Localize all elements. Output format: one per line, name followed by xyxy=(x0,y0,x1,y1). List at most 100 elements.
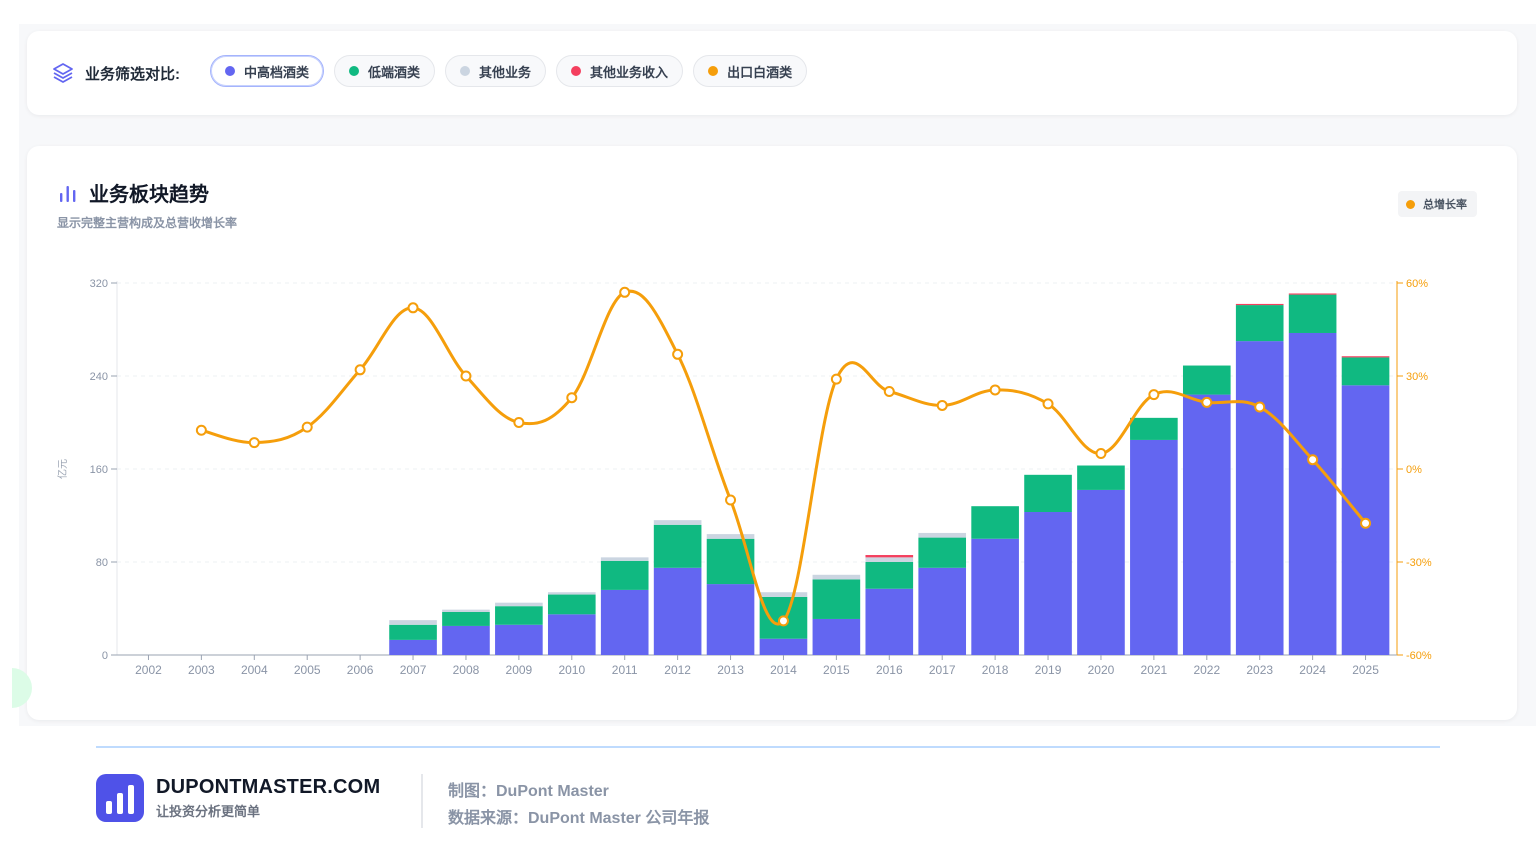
bar-segment xyxy=(442,609,490,612)
x-tick-label: 2021 xyxy=(1141,663,1168,677)
growth-rate-point xyxy=(301,421,313,433)
bar-segment xyxy=(1288,294,1337,333)
x-tick-label: 2019 xyxy=(1035,663,1062,677)
y2-tick-label: -30% xyxy=(1406,557,1432,569)
brand-block: DUPONTMASTER.COM 让投资分析更简单 xyxy=(156,776,380,820)
bar-segment xyxy=(442,611,490,626)
growth-rate-point xyxy=(248,437,260,449)
filter-chip-0[interactable]: 中高档酒类 xyxy=(210,55,325,87)
bar-segment xyxy=(865,562,914,589)
bar-segment xyxy=(547,614,596,655)
filter-chips: 中高档酒类 低端酒类 其他业务 其他业务收入 出口白酒类 xyxy=(210,55,808,87)
x-tick-label: 2009 xyxy=(506,663,533,677)
bar-segment xyxy=(1235,341,1284,655)
filter-chip-1[interactable]: 低端酒类 xyxy=(334,55,436,87)
growth-rate-point xyxy=(1095,448,1107,459)
growth-rate-point xyxy=(883,386,895,397)
bar-segment xyxy=(812,579,861,619)
growth-rate-point xyxy=(566,392,578,404)
bar-segment xyxy=(706,534,755,539)
x-tick-label: 2008 xyxy=(453,663,480,677)
chart-title-text: 业务板块趋势 xyxy=(89,184,209,206)
bar-segment xyxy=(971,538,1019,655)
bar-segment xyxy=(865,588,914,655)
chip-dot-icon xyxy=(708,66,719,76)
chart-subtitle: 显示完整主营构成及总营收增长率 xyxy=(57,216,238,230)
legend-label: 总增长率 xyxy=(1423,199,1467,211)
y2-tick-label: 30% xyxy=(1406,371,1428,383)
x-tick-label: 2024 xyxy=(1299,663,1326,677)
bar-segment xyxy=(918,567,967,655)
bar-segment xyxy=(1341,356,1390,358)
footer-divider-line xyxy=(96,746,1440,748)
x-tick-label: 2011 xyxy=(612,663,638,677)
chip-label: 中高档酒类 xyxy=(244,64,310,80)
chip-dot-icon xyxy=(349,66,360,76)
x-tick-label: 2016 xyxy=(876,663,903,677)
bar-segment xyxy=(389,639,437,655)
growth-rate-point xyxy=(460,370,472,382)
made-by-text: 制图：DuPont Master xyxy=(448,783,609,800)
growth-rate-point xyxy=(407,302,419,314)
filter-chip-4[interactable]: 出口白酒类 xyxy=(693,55,808,87)
growth-rate-point xyxy=(989,384,1001,396)
chip-label: 其他业务 xyxy=(479,64,532,80)
floating-action-handle[interactable] xyxy=(12,668,32,708)
chip-label: 出口白酒类 xyxy=(727,64,793,80)
x-tick-label: 2022 xyxy=(1193,663,1220,677)
growth-rate-point xyxy=(619,286,631,298)
bar-segment xyxy=(1130,439,1178,655)
bar-segment xyxy=(547,594,596,615)
x-tick-label: 2014 xyxy=(770,663,797,677)
y-tick-label: 80 xyxy=(96,557,108,569)
filter-chip-3[interactable]: 其他业务收入 xyxy=(556,55,684,87)
growth-rate-point xyxy=(1148,389,1160,401)
footer-vertical-divider xyxy=(421,774,423,828)
bar-segment xyxy=(706,538,755,585)
y2-tick-label: 60% xyxy=(1406,278,1428,290)
growth-rate-point xyxy=(1360,517,1372,529)
x-tick-label: 2023 xyxy=(1246,663,1273,677)
chip-label: 低端酒类 xyxy=(368,64,421,80)
bar-segment xyxy=(1024,474,1072,513)
chip-dot-icon xyxy=(571,66,582,76)
bar-segment xyxy=(547,592,596,595)
bar-segment xyxy=(600,557,649,561)
bar-segment xyxy=(918,537,967,568)
growth-rate-point xyxy=(936,399,948,411)
bar-chart-icon xyxy=(60,185,76,202)
y-tick-label: 160 xyxy=(90,464,108,476)
bar-segment xyxy=(812,618,861,655)
bar-segment xyxy=(389,620,437,625)
bar-segment xyxy=(759,592,808,597)
x-tick-label: 2012 xyxy=(664,663,691,677)
y-tick-label: 0 xyxy=(102,650,108,662)
y-tick-label: 320 xyxy=(90,278,108,290)
bar-segment xyxy=(1077,489,1125,655)
bar-segment xyxy=(1130,417,1178,440)
bar-segment xyxy=(1182,394,1231,655)
x-tick-label: 2010 xyxy=(558,663,585,677)
bar-segment xyxy=(1182,365,1231,395)
x-tick-label: 2015 xyxy=(823,663,850,677)
x-tick-label: 2017 xyxy=(929,663,956,677)
filter-chip-2[interactable]: 其他业务 xyxy=(445,55,547,87)
chip-dot-icon xyxy=(225,66,235,76)
filter-label-text: 业务筛选对比: xyxy=(85,65,180,83)
y2-tick-label: 0% xyxy=(1406,464,1422,476)
bar-segment xyxy=(442,625,490,655)
x-tick-label: 2025 xyxy=(1352,663,1379,677)
legend-growth-rate[interactable]: 总增长率 xyxy=(1398,191,1477,217)
legend-dot-icon xyxy=(1406,199,1415,209)
y-tick-label: 240 xyxy=(90,371,108,383)
chart-title: 业务板块趋势 xyxy=(57,178,209,207)
brand-slogan: 让投资分析更简单 xyxy=(156,804,261,819)
x-tick-label: 2004 xyxy=(241,663,268,677)
bar-segment xyxy=(495,606,543,625)
growth-rate-point xyxy=(777,615,789,627)
y2-tick-label: -60% xyxy=(1406,650,1432,662)
bar-segment xyxy=(1077,465,1125,490)
growth-rate-point xyxy=(725,494,737,506)
footer-meta: 制图：DuPont Master 数据来源：DuPont Master 公司年报 xyxy=(448,778,709,832)
